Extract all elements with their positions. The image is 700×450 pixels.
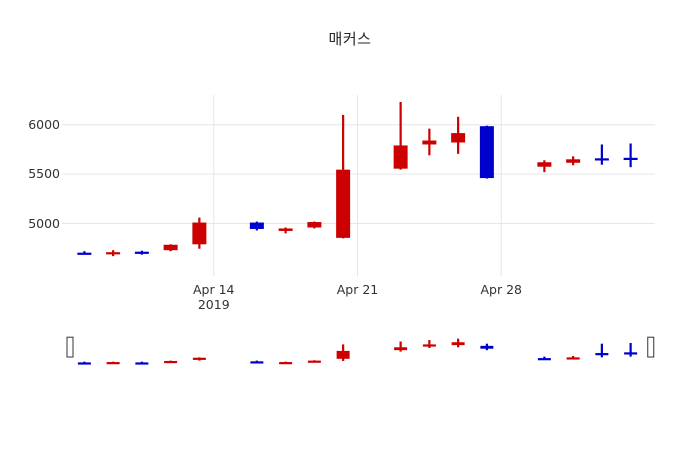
candle-body xyxy=(307,222,322,228)
candle-body xyxy=(249,222,264,229)
x-axis-tick-label-apr21: Apr 21 xyxy=(336,282,379,297)
candle-body xyxy=(594,158,609,161)
candle-body xyxy=(479,126,494,179)
candle-body xyxy=(393,145,408,169)
candle-body xyxy=(624,352,638,355)
chart-title: 매커스 xyxy=(328,30,372,48)
candle-clipped xyxy=(66,336,74,358)
secondary-candles-group xyxy=(66,336,655,365)
candle-clipped xyxy=(647,336,655,358)
gridlines xyxy=(62,95,655,276)
candle-body xyxy=(566,159,581,163)
candle-body xyxy=(106,252,121,255)
candle-body xyxy=(422,140,437,145)
candle-body xyxy=(77,252,92,255)
candle-body xyxy=(566,357,580,360)
candle-body xyxy=(623,157,638,161)
y-axis-tick-label: 6000 xyxy=(28,116,60,132)
candle-body xyxy=(537,358,551,361)
price-candles-group xyxy=(77,101,638,257)
y-axis-tick-label: 5500 xyxy=(28,166,60,182)
candle-body xyxy=(422,344,436,347)
candle-body xyxy=(250,361,264,364)
candle-body xyxy=(537,162,552,167)
candle-body xyxy=(164,360,178,364)
candle-body xyxy=(336,169,351,238)
x-axis-tick-label-apr28: Apr 28 xyxy=(480,282,522,297)
candle-body xyxy=(279,362,293,365)
x-axis-tick-year: 2019 xyxy=(197,297,230,312)
candle-body xyxy=(480,345,494,349)
candle-body xyxy=(192,222,207,245)
candle-body xyxy=(595,353,609,356)
candle-body xyxy=(278,228,293,231)
candle-body xyxy=(134,251,149,254)
candle-body xyxy=(77,362,91,365)
candle-body xyxy=(394,347,408,351)
x-axis-tick-date: Apr 14 xyxy=(192,282,235,297)
candle-body xyxy=(451,133,466,143)
candle-body xyxy=(135,362,149,365)
candle-body xyxy=(192,357,206,360)
candle-body xyxy=(106,362,120,365)
candle-body xyxy=(163,244,178,251)
candle-body xyxy=(451,342,465,346)
candle-body xyxy=(336,350,350,359)
candle-body xyxy=(307,360,321,363)
x-axis-tick-label-apr14: Apr 14 2019 xyxy=(154,282,274,312)
y-axis-tick-label: 5000 xyxy=(28,215,60,231)
